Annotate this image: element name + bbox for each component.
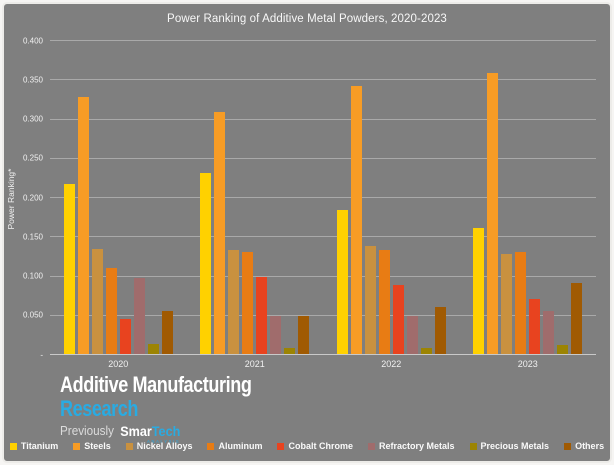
bar-titanium-2022 (336, 210, 348, 354)
legend-label: Steels (84, 441, 111, 451)
x-axis-line: - (40, 350, 596, 359)
brand-logo-line1: Additive Manufacturing (60, 372, 252, 397)
legend-label: Nickel Alloys (136, 441, 193, 451)
y-tick-label: 0.300 (22, 114, 43, 124)
chart-title: Power Ranking of Additive Metal Powders,… (167, 13, 447, 25)
brand-logo-line2: Research (60, 396, 138, 421)
bar-refractory-metals-2020 (133, 277, 145, 354)
bar-aluminum-2020 (105, 267, 117, 354)
y-tick-label: 0.150 (22, 232, 43, 242)
legend-label: Others (575, 441, 605, 451)
legend-item-refractory-metals: Refractory Metals (368, 441, 455, 451)
bar-groups (50, 40, 596, 354)
legend-swatch (207, 442, 215, 450)
legend-item-others: Others (564, 441, 604, 451)
legend-swatch (277, 442, 285, 450)
bar-others-2020 (161, 310, 173, 354)
legend-swatch (469, 442, 477, 450)
x-axis-label-2021: 2021 (244, 359, 265, 369)
bar-titanium-2023 (473, 228, 485, 354)
legend-swatch (564, 442, 572, 450)
bar-aluminum-2023 (515, 251, 527, 354)
legend-label: Refractory Metals (379, 441, 455, 451)
legend-label: Aluminum (218, 441, 263, 451)
smartech-wordmark-cyan: Tech (151, 423, 181, 439)
bar-others-2021 (298, 316, 310, 354)
bar-precious-metals-2021 (284, 347, 296, 354)
chart-legend: Titanium Steels Nickel Alloys Aluminum Cobal… (4, 441, 610, 451)
y-tick-label: 0.400 (22, 36, 43, 45)
bar-cobalt-chrome-2023 (529, 299, 541, 354)
gridline: 0.400 (23, 36, 596, 45)
bar-cobalt-chrome-2022 (392, 284, 404, 354)
bar-steels-2020 (77, 96, 89, 354)
gridline: 0.300 (23, 115, 596, 124)
x-axis-label-2023: 2023 (517, 359, 538, 369)
bar-steels-2023 (487, 72, 499, 354)
bar-nickel-alloys-2023 (501, 254, 513, 354)
legend-swatch (9, 442, 17, 450)
bar-group-2022 (323, 40, 460, 354)
legend-item-titanium: Titanium (9, 441, 59, 451)
brand-previously-label: Previously (60, 423, 114, 438)
y-tick-label: 0.100 (22, 271, 43, 281)
legend-swatch (368, 442, 375, 450)
bar-nickel-alloys-2022 (364, 245, 376, 354)
bar-titanium-2021 (200, 173, 212, 354)
bar-cobalt-chrome-2020 (119, 319, 131, 354)
brand-logo-line3: Previously SmarTech ANALYSIS (60, 424, 270, 444)
x-axis-labels: 2020 2021 2022 2023 (50, 359, 596, 369)
gridline: 0.100 (23, 272, 596, 281)
plot-area: 0.400 0.350 0.300 0.250 0.200 0.150 0.100 0.050… (23, 36, 596, 359)
legend-item-nickel-alloys: Nickel Alloys (125, 441, 193, 451)
brand-logo: Additive Manufacturing Research Previous… (60, 374, 293, 444)
y-axis-title: Power Ranking* (6, 168, 16, 230)
bar-refractory-metals-2021 (270, 316, 282, 354)
gridline: 0.350 (23, 75, 596, 84)
bar-nickel-alloys-2020 (91, 248, 103, 354)
bar-group-2020 (50, 40, 187, 354)
bar-precious-metals-2020 (147, 343, 159, 354)
legend-swatch (73, 442, 81, 450)
x-axis-label-2020: 2020 (108, 359, 129, 369)
smartech-wordmark: SmarTech ANALYSIS (120, 424, 180, 444)
y-tick-label: - (40, 350, 43, 359)
bar-titanium-2020 (63, 183, 75, 354)
bar-refractory-metals-2022 (406, 316, 418, 354)
x-axis-label-2022: 2022 (381, 359, 402, 369)
y-tick-label: 0.350 (22, 75, 43, 85)
bar-refractory-metals-2023 (543, 310, 555, 354)
smartech-wordmark-white: Smar (120, 423, 152, 439)
bar-steels-2021 (214, 112, 226, 354)
legend-label: Precious Metals (480, 441, 550, 451)
legend-label: Titanium (20, 441, 59, 451)
legend-item-aluminum: Aluminum (207, 441, 262, 451)
legend-item-steels: Steels (73, 441, 111, 451)
bar-group-2023 (460, 40, 597, 354)
legend-item-precious-metals: Precious Metals (469, 441, 550, 451)
bar-others-2023 (571, 283, 583, 354)
bar-group-2021 (187, 40, 324, 354)
bar-others-2022 (434, 306, 446, 354)
bar-cobalt-chrome-2021 (256, 277, 268, 354)
y-tick-label: 0.250 (22, 153, 43, 163)
legend-label: Cobalt Chrome (288, 441, 353, 451)
y-tick-label: 0.050 (22, 310, 43, 320)
bar-aluminum-2021 (242, 251, 254, 354)
bar-aluminum-2022 (378, 249, 390, 354)
legend-item-cobalt-chrome: Cobalt Chrome (277, 441, 353, 451)
bar-precious-metals-2023 (557, 345, 569, 354)
y-tick-label: 0.200 (22, 193, 43, 202)
bar-nickel-alloys-2021 (228, 249, 240, 354)
gridline: 0.050 (23, 311, 596, 320)
legend-swatch (125, 442, 133, 450)
bar-steels-2022 (350, 85, 362, 354)
gridline: 0.150 (23, 232, 596, 241)
smartech-analysis-label: ANALYSIS (147, 438, 181, 444)
gridline: 0.250 (23, 154, 596, 163)
bar-precious-metals-2022 (420, 347, 432, 354)
gridline: 0.200 (23, 193, 596, 202)
